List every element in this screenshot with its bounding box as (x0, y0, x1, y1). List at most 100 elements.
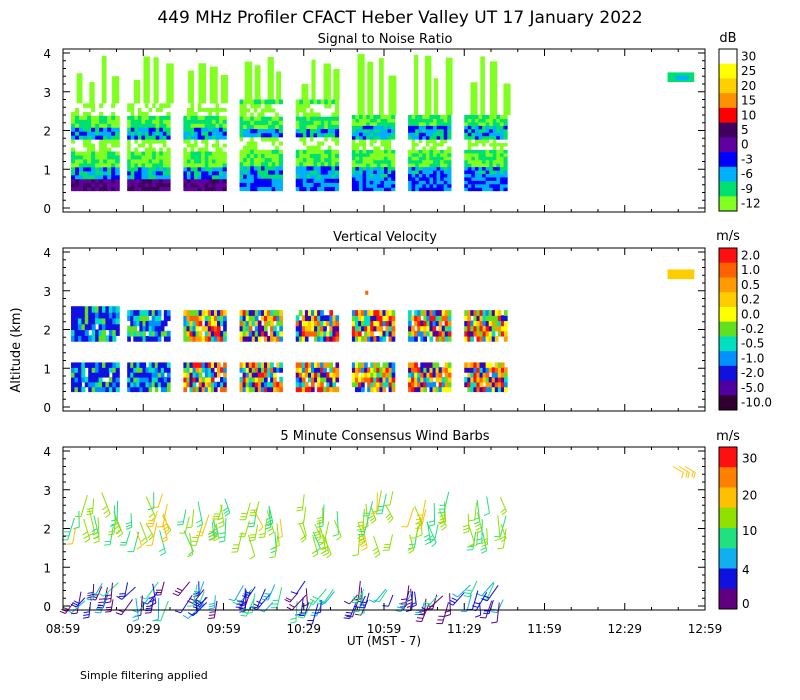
snr-cell (75, 139, 80, 144)
vv-cell (438, 381, 443, 388)
vv-cell (130, 362, 134, 368)
snr-cell (111, 166, 116, 172)
snr-cell (115, 131, 120, 136)
vv-cell (95, 312, 100, 319)
snr-cell (71, 135, 76, 140)
colorbar-label: 15 (741, 94, 756, 108)
vv-cell (192, 325, 197, 332)
snr-cell (503, 183, 508, 188)
vv-cell (497, 310, 502, 316)
snr-cell (239, 145, 244, 150)
colorbar-swatch (719, 166, 737, 183)
snr-cell (127, 166, 132, 172)
wind-x-ticks (62, 447, 706, 610)
snr-cell (467, 145, 472, 150)
y-tick-label: 4 (43, 47, 51, 61)
vv-cell (242, 315, 247, 322)
colorbar-label: 10 (741, 108, 756, 122)
snr-cell (130, 158, 135, 164)
vv-cell (500, 386, 505, 393)
vv-cell (98, 367, 103, 373)
vv-cell (195, 320, 200, 327)
snr-cell (115, 166, 120, 172)
snr-cell (250, 174, 255, 179)
vv-cell (497, 372, 502, 378)
snr-cell (278, 161, 283, 167)
vv-cell (279, 325, 283, 332)
vv-cell (382, 381, 387, 388)
wind-colorbar-unit: m/s (716, 429, 740, 444)
snr-cell (355, 180, 360, 185)
snr-cell (482, 125, 487, 130)
colorbar-label: -10.0 (741, 396, 772, 410)
vv-cell (373, 372, 377, 378)
vv-cell (267, 335, 271, 342)
vv-cell (323, 367, 327, 373)
snr-cell (75, 158, 80, 164)
snr-cell (219, 178, 224, 184)
snr-cell (295, 107, 300, 113)
snr-cell (268, 128, 273, 134)
vv-cell (295, 315, 300, 322)
snr-cell (111, 131, 116, 136)
vv-cell (270, 330, 274, 337)
vv-cell (130, 310, 134, 316)
snr-cell (222, 162, 227, 168)
snr-cell (201, 139, 206, 144)
snr-cell (359, 142, 364, 147)
snr-cell (492, 139, 497, 144)
wind-barb (154, 600, 169, 622)
snr-cell (257, 182, 262, 188)
snr-cell (425, 173, 431, 178)
vv-cell (95, 376, 100, 383)
snr-cell (257, 136, 262, 142)
wind-barb (271, 587, 283, 609)
vv-cell (207, 335, 212, 342)
snr-cell (250, 145, 255, 150)
snr-cell (257, 120, 262, 125)
snr-cell (313, 116, 318, 121)
snr-cell (418, 125, 423, 130)
snr-cell (190, 158, 195, 164)
snr-cell (447, 159, 452, 164)
snr-cell (474, 121, 480, 126)
snr-cell (429, 125, 434, 130)
snr-cell (429, 159, 434, 164)
vv-cell (482, 376, 487, 383)
vv-cell (444, 335, 449, 342)
snr-cell (411, 156, 416, 161)
snr-cell (408, 115, 413, 120)
vv-cell (279, 320, 283, 327)
snr-cell (115, 115, 120, 120)
snr-cell (260, 149, 266, 154)
vv-cell (447, 381, 452, 388)
vv-cell (220, 315, 224, 322)
snr-cell (239, 174, 244, 179)
vv-cell (447, 325, 452, 332)
snr-cell (299, 169, 304, 175)
vv-cell (74, 329, 79, 336)
snr-cell (194, 174, 199, 180)
snr-cell (362, 125, 367, 130)
vv-cell (245, 315, 250, 322)
snr-cell (141, 174, 146, 180)
vv-cell (195, 367, 200, 373)
vv-cell (373, 310, 377, 316)
snr-cell (362, 152, 367, 157)
snr-cell (130, 170, 135, 176)
snr-plume (424, 55, 432, 115)
vv-cell (358, 386, 362, 393)
snr-cell (302, 157, 308, 163)
snr-cell (204, 166, 209, 172)
wind-barb (307, 588, 327, 606)
snr-cell (222, 186, 227, 192)
vv-cell (329, 335, 334, 342)
vv-cell (391, 367, 396, 373)
vv-cell (354, 330, 359, 337)
snr-cell (380, 135, 385, 140)
snr-cell (327, 111, 332, 117)
snr-cell (464, 118, 469, 123)
snr-cell (391, 115, 396, 120)
snr-cell (183, 154, 188, 160)
snr-cell (309, 128, 315, 134)
